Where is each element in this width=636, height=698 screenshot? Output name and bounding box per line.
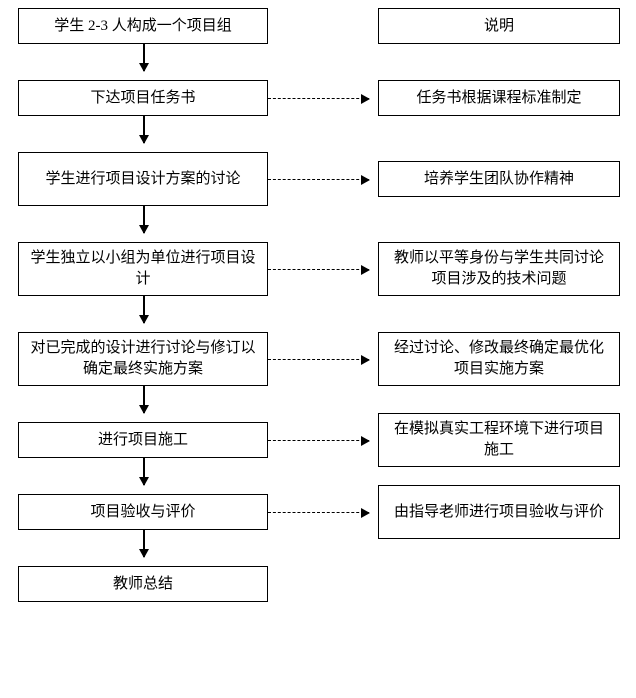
dashed-arrow-2	[268, 269, 369, 270]
flowchart-node-header_right: 说明	[378, 8, 620, 44]
dashed-arrow-0	[268, 98, 369, 99]
dashed-arrow-3	[268, 359, 369, 360]
flowchart-node-r3: 教师以平等身份与学生共同讨论项目涉及的技术问题	[378, 242, 620, 296]
arrow-down-3	[143, 296, 145, 323]
arrow-down-4	[143, 386, 145, 413]
flowchart-node-r5: 在模拟真实工程环境下进行项目施工	[378, 413, 620, 467]
flowchart-node-r2: 培养学生团队协作精神	[378, 161, 620, 197]
arrow-down-2	[143, 206, 145, 233]
flowchart-node-l7: 教师总结	[18, 566, 268, 602]
flowchart-node-r4: 经过讨论、修改最终确定最优化项目实施方案	[378, 332, 620, 386]
dashed-arrow-1	[268, 179, 369, 180]
flowchart-node-l5: 进行项目施工	[18, 422, 268, 458]
dashed-arrow-5	[268, 512, 369, 513]
dashed-arrow-4	[268, 440, 369, 441]
flowchart-node-r6: 由指导老师进行项目验收与评价	[378, 485, 620, 539]
flowchart-container: 说明 学生 2-3 人构成一个项目组下达项目任务书 任务书根据课程标准制定学生进行项…	[0, 0, 636, 698]
arrow-down-1	[143, 116, 145, 143]
arrow-down-6	[143, 530, 145, 557]
flowchart-node-l4: 对已完成的设计进行讨论与修订以确定最终实施方案	[18, 332, 268, 386]
flowchart-node-l1: 下达项目任务书	[18, 80, 268, 116]
arrow-down-0	[143, 44, 145, 71]
flowchart-node-l6: 项目验收与评价	[18, 494, 268, 530]
arrow-down-5	[143, 458, 145, 485]
flowchart-node-l3: 学生独立以小组为单位进行项目设计	[18, 242, 268, 296]
flowchart-node-l2: 学生进行项目设计方案的讨论	[18, 152, 268, 206]
flowchart-node-l0: 学生 2-3 人构成一个项目组	[18, 8, 268, 44]
flowchart-node-r1: 任务书根据课程标准制定	[378, 80, 620, 116]
